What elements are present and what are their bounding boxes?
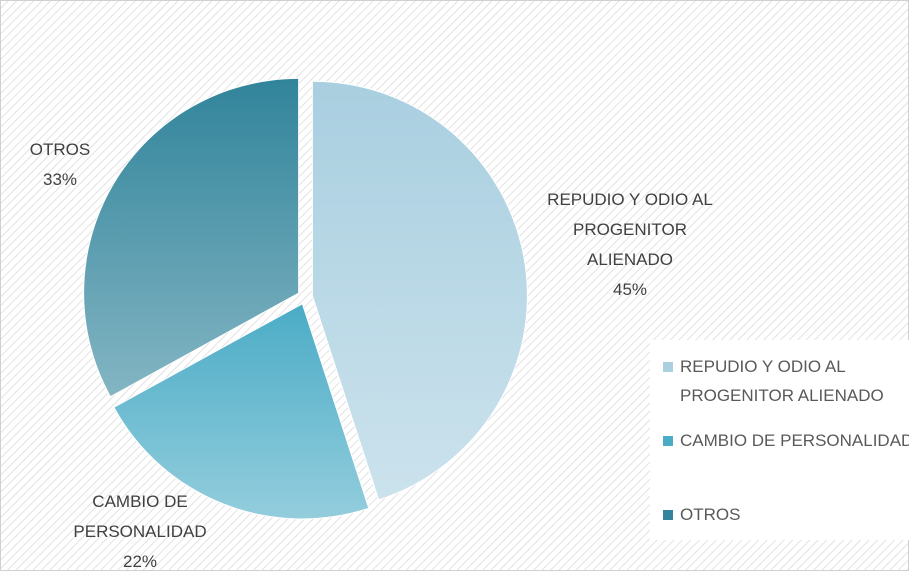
legend-swatch	[663, 510, 673, 520]
data-label-value: 45%	[612, 280, 648, 299]
data-label-value: 22%	[122, 552, 158, 571]
legend-swatch	[663, 436, 673, 446]
data-label: OTROS 33%	[0, 135, 120, 195]
data-label-value: 33%	[42, 170, 78, 189]
pie-slice	[84, 78, 299, 397]
data-label-category: OTROS	[29, 140, 91, 159]
legend-swatch	[663, 362, 673, 372]
legend-background	[650, 340, 909, 540]
pie-slice	[312, 81, 527, 500]
legend-entry: REPUDIO Y ODIO AL PROGENITOR ALIENADO	[680, 357, 884, 405]
data-label-category: CAMBIO DE PERSONALIDAD	[73, 492, 207, 541]
data-label-category: REPUDIO Y ODIO AL PROGENITOR ALIENADO	[547, 190, 713, 269]
legend-entry: CAMBIO DE PERSONALIDAD	[680, 431, 909, 450]
legend-entry: OTROS	[680, 505, 741, 524]
pie-slice	[114, 304, 369, 519]
data-label: CAMBIO DE PERSONALIDAD 22%	[50, 487, 230, 571]
data-label: REPUDIO Y ODIO AL PROGENITOR ALIENADO 45%	[540, 185, 720, 305]
